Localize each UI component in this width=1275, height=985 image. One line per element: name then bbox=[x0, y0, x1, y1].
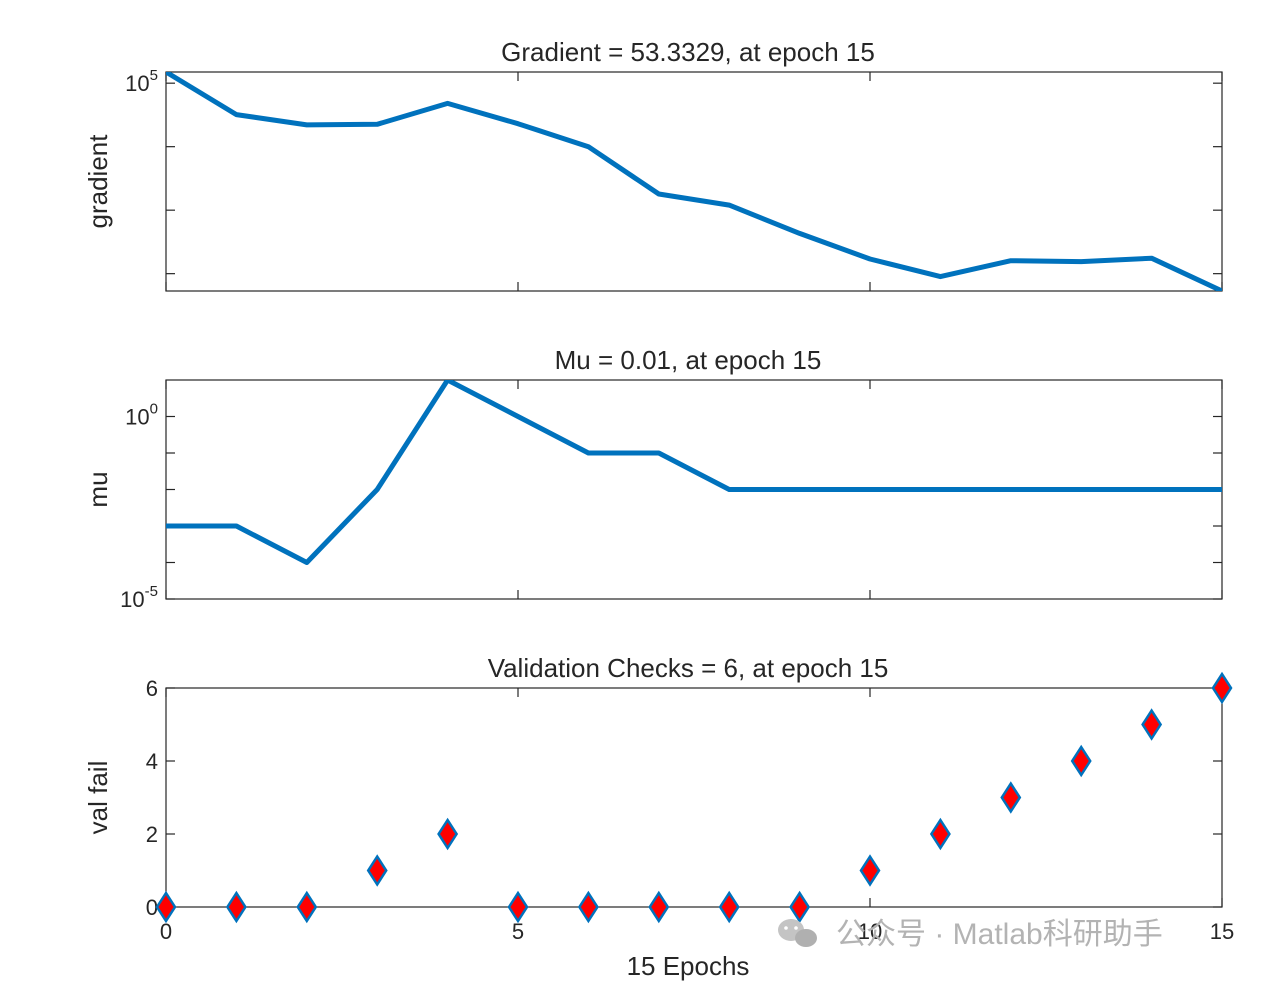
x-tick-label: 5 bbox=[512, 919, 524, 944]
data-point-diamond bbox=[929, 817, 951, 851]
axes-box bbox=[165, 71, 1223, 292]
x-axis-label: 15 Epochs bbox=[627, 951, 750, 981]
mu-subplot: 100 10-5 Mu = 0.01, at epoch 15 mu bbox=[83, 345, 1223, 612]
watermark: 公众号 · Matlab科研助手 bbox=[778, 918, 1163, 951]
data-point-diamond bbox=[648, 890, 670, 924]
data-point-diamond bbox=[1000, 781, 1022, 814]
x-tick-label: 10 bbox=[858, 919, 882, 944]
data-point-diamond bbox=[1070, 744, 1092, 778]
gradient-subplot: 105 Gradient = 53.3329, at epoch 15 gradie… bbox=[83, 37, 1223, 292]
data-point-diamond bbox=[859, 854, 881, 887]
data-point-diamond bbox=[718, 890, 740, 924]
subplot-title: Validation Checks = 6, at epoch 15 bbox=[488, 653, 889, 683]
data-point-diamond bbox=[507, 890, 529, 924]
data-point-diamond bbox=[366, 854, 388, 887]
data-point-diamond bbox=[296, 890, 318, 924]
y-tick-label: 4 bbox=[146, 749, 158, 774]
y-tick-label: 2 bbox=[146, 822, 158, 847]
series-line bbox=[166, 380, 1222, 565]
data-point-diamond bbox=[577, 890, 599, 924]
data-point-diamond bbox=[1141, 708, 1163, 741]
y-axis-label: mu bbox=[83, 471, 113, 507]
y-tick-label: 10-5 bbox=[120, 583, 158, 612]
data-point-diamond bbox=[437, 817, 459, 851]
data-point-diamond bbox=[225, 890, 247, 924]
x-tick-label: 0 bbox=[160, 919, 172, 944]
watermark-text: 公众号 · Matlab科研助手 bbox=[836, 918, 1163, 951]
y-tick-label: 6 bbox=[146, 676, 158, 701]
series-line bbox=[166, 72, 1222, 291]
subplot-title: Mu = 0.01, at epoch 15 bbox=[555, 345, 822, 375]
subplot-title: Gradient = 53.3329, at epoch 15 bbox=[501, 37, 875, 67]
validation-checks-subplot: 0 2 4 6 0 5 10 15 Validation Checks = 6, at epoc… bbox=[83, 653, 1234, 981]
x-tick-label: 15 bbox=[1210, 919, 1234, 944]
y-tick-label: 100 bbox=[125, 401, 158, 430]
wechat-icon bbox=[778, 919, 817, 947]
axes-box bbox=[165, 687, 1223, 908]
data-point-diamond bbox=[155, 890, 177, 924]
y-tick-label: 105 bbox=[125, 67, 158, 96]
y-axis-label: gradient bbox=[83, 134, 113, 229]
y-tick-label: 0 bbox=[146, 895, 158, 920]
y-axis-label: val fail bbox=[83, 761, 113, 835]
data-point-diamond bbox=[1211, 671, 1233, 705]
data-point-diamond bbox=[789, 890, 811, 924]
